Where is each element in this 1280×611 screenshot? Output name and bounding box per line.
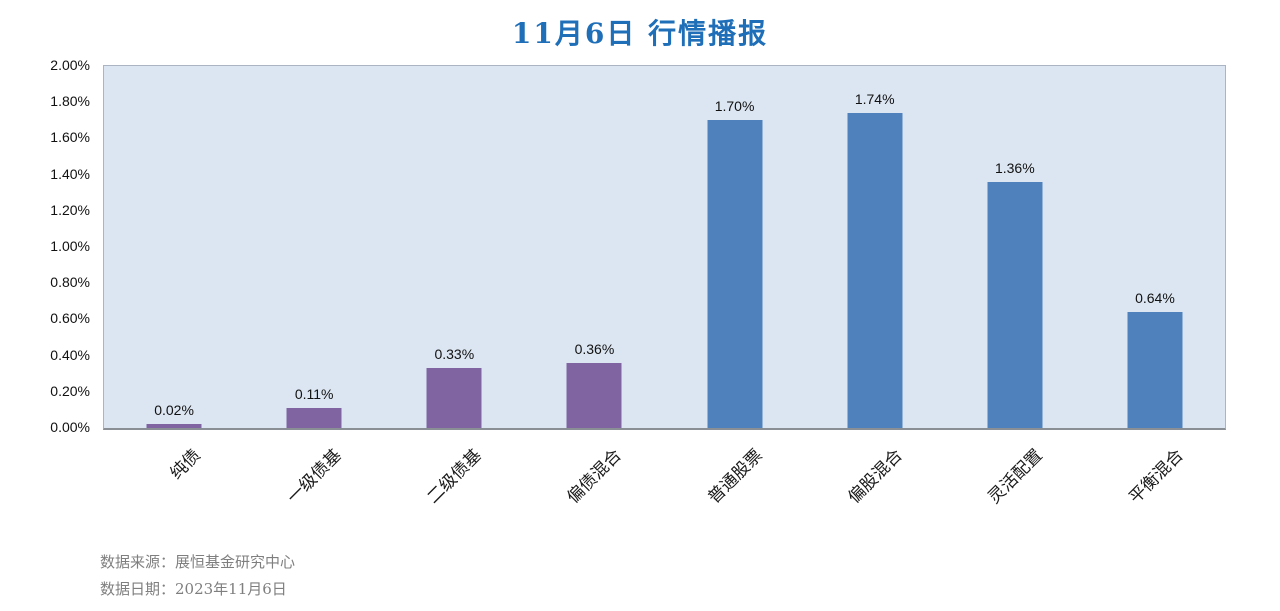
- bar-value-label: 1.70%: [714, 98, 755, 115]
- x-axis-label: 普通股票: [704, 445, 767, 508]
- x-axis-slot: 普通股票: [665, 432, 805, 537]
- chart-title: 11月6日 行情播报: [511, 17, 769, 50]
- y-axis-tick-label: 0.00%: [50, 419, 90, 435]
- bar-普通股票: [707, 120, 763, 428]
- chart-footer: 数据来源：展恒基金研究中心 数据日期：2023年11月6日: [100, 549, 295, 603]
- bar-value-label: 1.36%: [994, 159, 1035, 176]
- x-axis-label: 偏股混合: [844, 445, 907, 508]
- bar-slot: 0.36%: [524, 66, 664, 428]
- x-axis-label: 一级债基: [283, 445, 346, 508]
- bar-平衡混合: [1127, 312, 1183, 428]
- bar-slot: 0.11%: [244, 66, 384, 428]
- bar-value-label: 0.64%: [1135, 290, 1175, 307]
- plot-area: 0.02% 0.11% 0.33% 0.36% 1.70% 1.74% 1.36% 0.64%: [103, 65, 1226, 430]
- bar-value-label: 0.33%: [434, 346, 475, 363]
- y-axis-tick-label: 1.60%: [50, 129, 90, 146]
- bar-偏债混合: [566, 362, 622, 428]
- x-axis-label: 偏债混合: [563, 445, 626, 508]
- x-axis-slot: 偏债混合: [524, 432, 664, 537]
- y-axis-tick-label: 2.00%: [50, 57, 90, 73]
- y-axis-tick-label: 1.00%: [50, 238, 90, 254]
- bar-slot: 0.02%: [104, 66, 244, 428]
- bar-slot: 1.70%: [665, 66, 805, 428]
- x-axis-slot: 纯债: [103, 432, 243, 537]
- bar-value-label: 0.11%: [294, 386, 334, 403]
- bar-slot: 0.64%: [1085, 66, 1225, 428]
- y-axis-tick-label: 0.40%: [50, 346, 90, 363]
- bar-slot: 0.33%: [384, 66, 524, 428]
- y-axis-tick-label: 0.80%: [50, 274, 90, 291]
- bar-slot: 1.36%: [945, 66, 1085, 428]
- y-axis: 2.00% 1.80% 1.60% 1.40% 1.20% 1.00% 0.80% 0.60%…: [0, 57, 96, 435]
- x-axis-label: 二级债基: [423, 445, 486, 508]
- x-axis-label: 灵活配置: [984, 445, 1048, 508]
- data-date-note: 数据日期：2023年11月6日: [100, 580, 287, 598]
- x-axis-slot: 二级债基: [384, 432, 524, 537]
- bar-value-label: 1.74%: [854, 91, 895, 108]
- bar-slot: 1.74%: [805, 66, 945, 428]
- bar-灵活配置: [987, 181, 1043, 428]
- y-axis-tick-label: 1.40%: [50, 165, 90, 182]
- bar-纯债: [146, 424, 202, 428]
- x-axis-slot: 一级债基: [243, 432, 383, 537]
- data-source-note: 数据来源：展恒基金研究中心: [100, 553, 296, 571]
- bar-value-label: 0.36%: [574, 340, 615, 357]
- y-axis-tick-label: 1.80%: [50, 93, 90, 110]
- x-axis-slot: 偏股混合: [805, 432, 945, 537]
- x-axis-slot: 灵活配置: [945, 432, 1085, 537]
- bar-二级债基: [426, 368, 482, 428]
- x-axis-slot: 平衡混合: [1086, 432, 1226, 537]
- y-axis-tick-label: 1.20%: [50, 201, 90, 218]
- x-axis: 纯债 一级债基 二级债基 偏债混合 普通股票 偏股混合 灵活配置 平衡混合: [103, 432, 1226, 537]
- y-axis-tick-label: 0.60%: [50, 310, 90, 327]
- bar-value-label: 0.02%: [154, 402, 194, 419]
- bar-一级债基: [286, 408, 342, 428]
- x-axis-label: 平衡混合: [1125, 445, 1188, 508]
- y-axis-tick-label: 0.20%: [50, 382, 90, 399]
- x-axis-label: 纯债: [166, 445, 205, 484]
- bar-偏股混合: [847, 113, 903, 428]
